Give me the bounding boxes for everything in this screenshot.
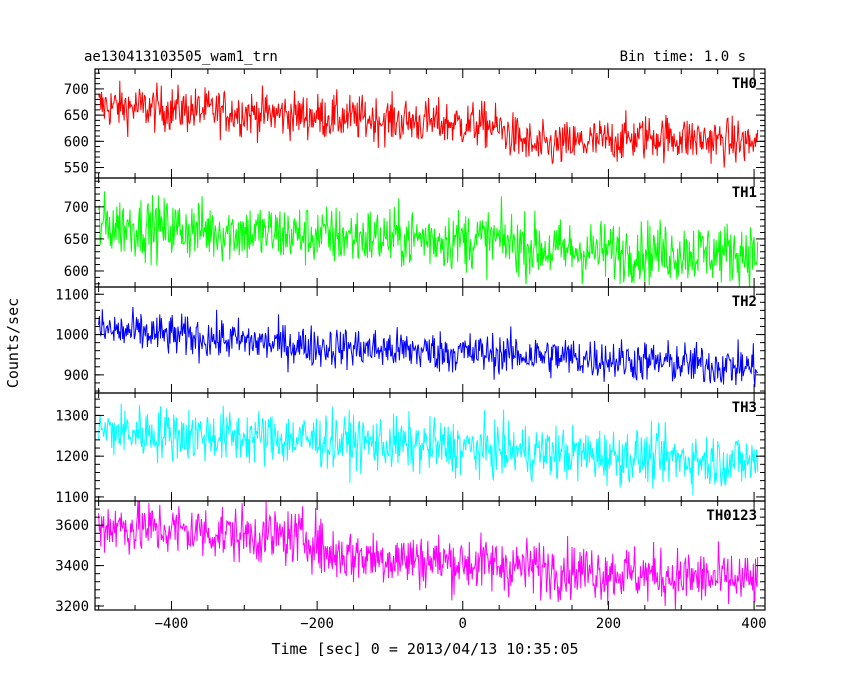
- y-tick-label: 600: [64, 134, 89, 150]
- y-tick-label: 600: [64, 264, 89, 280]
- panel-th3: 1100 1200 1300 TH3: [55, 392, 766, 506]
- y-tick-label: 700: [64, 82, 89, 98]
- panel-th0: 550 600 650 700 TH0: [64, 68, 766, 179]
- y-tick-label: 650: [64, 232, 89, 248]
- panel-label: TH2: [732, 294, 757, 310]
- y-tick-label: 1300: [55, 408, 89, 424]
- bin-time-label: Bin time: 1.0 s: [620, 49, 746, 65]
- panel-label: TH0: [732, 76, 757, 92]
- y-tick-label: 1100: [55, 287, 89, 303]
- y-tick-label: 650: [64, 108, 89, 124]
- panel-th1: 600 650 700 TH1: [64, 177, 766, 288]
- x-tick-label: −400: [155, 616, 189, 632]
- y-tick-label: 700: [64, 200, 89, 216]
- y-tick-label: 3600: [55, 518, 89, 534]
- panel-th2: 900 1000 1100 TH2: [55, 286, 766, 394]
- series-line-th0: [98, 80, 759, 168]
- series-line-th0123: [98, 501, 759, 610]
- y-axis-title: Counts/sec: [4, 298, 22, 388]
- series-line-th2: [98, 306, 759, 388]
- y-tick-label: 1000: [55, 328, 89, 344]
- x-tick-label: 400: [741, 616, 766, 632]
- chart-title: ae130413103505_wam1_trn: [84, 49, 278, 65]
- y-tick-label: 1200: [55, 449, 89, 465]
- x-axis: −400 −200 0 200 400: [155, 616, 767, 632]
- panels-group: 550 600 650 700 TH0 600 650 700 TH1 900 1000 1100 TH…: [55, 68, 766, 615]
- x-tick-label: −200: [300, 616, 334, 632]
- series-line-th3: [98, 403, 759, 496]
- x-tick-label: 0: [459, 616, 467, 632]
- panel-label: TH3: [732, 400, 757, 416]
- panel-label: TH0123: [706, 508, 757, 524]
- y-tick-label: 1100: [55, 490, 89, 506]
- panel-th0123: 3200 3400 3600 TH0123: [55, 500, 766, 615]
- panel-frame: [94, 500, 766, 611]
- x-axis-title: Time [sec] 0 = 2013/04/13 10:35:05: [271, 640, 578, 658]
- y-tick-label: 900: [64, 368, 89, 384]
- y-tick-label: 550: [64, 161, 89, 177]
- series-line-th1: [98, 191, 759, 287]
- x-tick-label: 200: [596, 616, 621, 632]
- y-tick-label: 3200: [55, 599, 89, 615]
- y-tick-label: 3400: [55, 559, 89, 575]
- panel-label: TH1: [732, 185, 757, 201]
